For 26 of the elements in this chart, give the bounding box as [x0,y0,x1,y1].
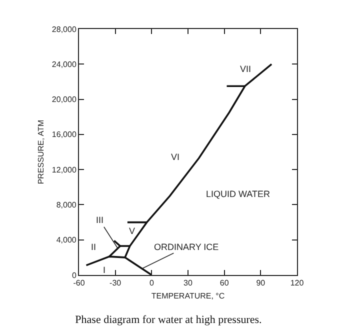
x-tick-label: -60 [73,278,86,288]
y-tick-label: 24,000 [52,60,77,69]
x-axis-title: TEMPERATURE, °C [151,292,225,301]
y-tick-label: 8,000 [56,200,77,210]
annotation: LIQUID WATER [206,189,270,199]
annotation: II [91,242,96,252]
x-tick-label: 90 [256,278,266,288]
y-tick-label: 0 [72,270,77,280]
y-axis-title: PRESSURE, ATM [36,120,46,184]
y-tick-label: 16,000 [52,130,77,140]
text: Phase diagram for water at high pressures. [75,314,262,326]
x-tick-label: 60 [220,278,230,288]
annotation: VII [240,64,252,74]
annotation: V [129,226,136,236]
y-tick-label: 4,000 [56,236,77,245]
y-tick-label: 28,000 [52,24,77,34]
annotation: VI [171,152,180,162]
annotation: ORDINARY ICE [154,242,219,252]
y-tick-label: 20,000 [52,95,77,104]
annotation: III [96,215,104,225]
x-tick-label: 120 [290,278,304,288]
x-tick-label: 0 [149,278,154,288]
y-tick-label: 12,000 [52,165,77,174]
x-tick-label: -30 [110,278,122,288]
x-tick-label: 30 [184,278,193,288]
annotation: I [103,265,106,275]
